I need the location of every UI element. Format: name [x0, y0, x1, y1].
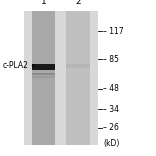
- Bar: [32, 11, 55, 145]
- Bar: [66, 64, 90, 68]
- Text: – 26: – 26: [103, 123, 119, 132]
- Text: 2: 2: [75, 0, 81, 6]
- Bar: [24, 11, 98, 145]
- Text: – 34: – 34: [103, 105, 119, 114]
- Bar: [66, 11, 90, 145]
- Text: – 117: – 117: [103, 27, 124, 36]
- Text: – 85: – 85: [103, 55, 119, 64]
- Text: (kD): (kD): [103, 139, 119, 148]
- Bar: [32, 64, 55, 70]
- Text: – 48: – 48: [103, 84, 119, 93]
- Text: 1: 1: [41, 0, 46, 6]
- Bar: [32, 73, 55, 75]
- Bar: [32, 76, 55, 78]
- Text: c-PLA2: c-PLA2: [3, 61, 29, 70]
